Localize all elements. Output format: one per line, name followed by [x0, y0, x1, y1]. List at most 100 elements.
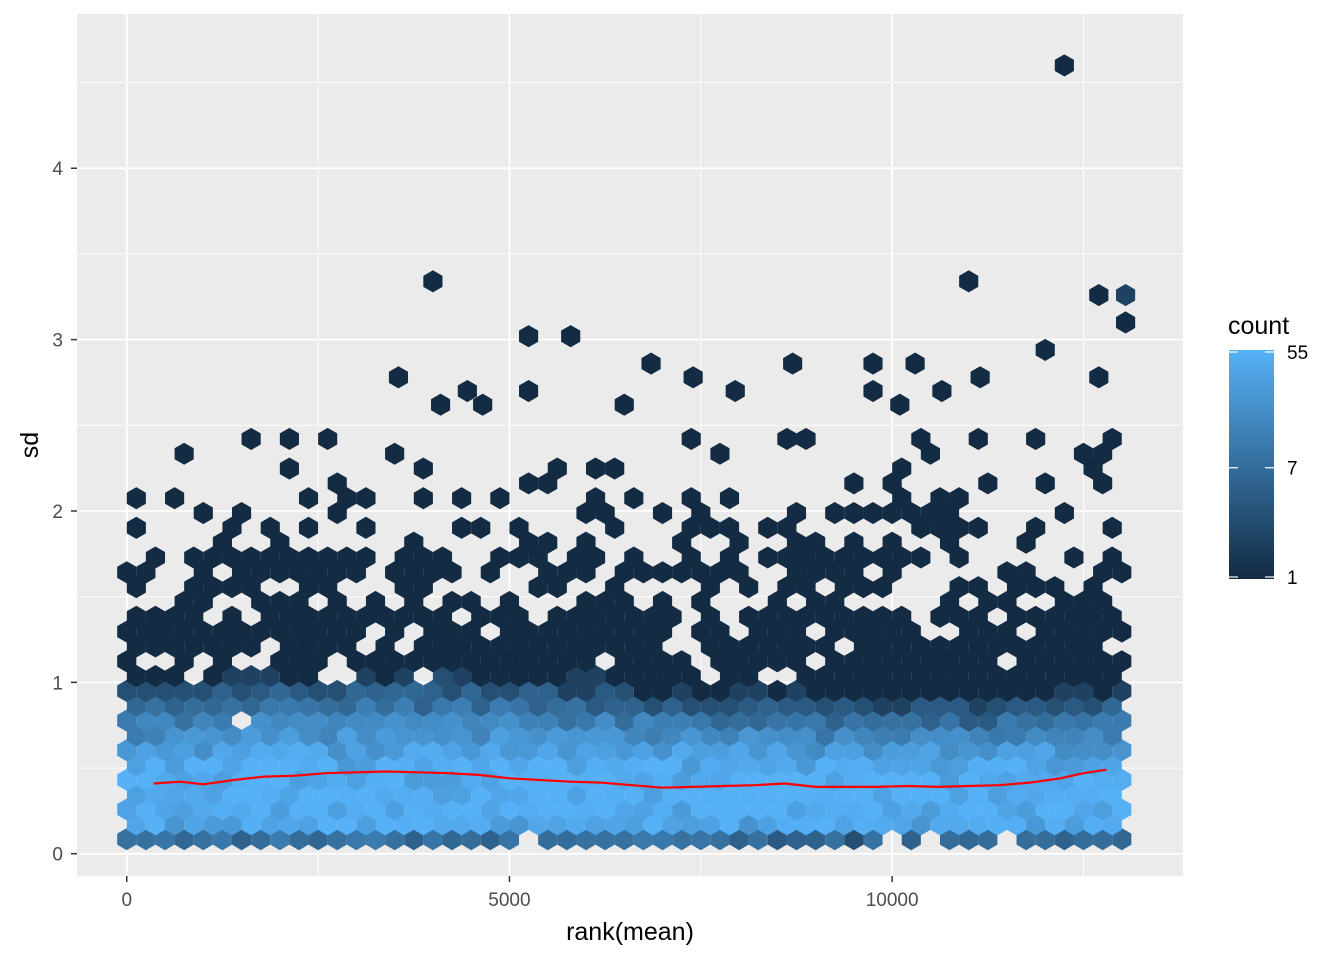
hex-bin	[566, 813, 586, 836]
hex-bin	[1112, 739, 1132, 762]
y-tick-label: 2	[52, 502, 63, 523]
hex-bin	[1054, 828, 1074, 851]
hex-bin	[930, 783, 950, 806]
hex-bin	[452, 665, 472, 688]
hex-bin	[882, 620, 902, 643]
hex-bin	[404, 531, 424, 554]
hex-bin-outlier	[890, 393, 910, 416]
hex-bin	[538, 828, 558, 851]
hex-bin	[413, 813, 433, 836]
hex-bin-outlier	[863, 379, 883, 403]
hex-bin	[844, 739, 864, 762]
hex-bin	[375, 813, 395, 836]
hex-bin	[691, 501, 711, 525]
hex-bin	[279, 427, 299, 450]
hex-bin	[308, 709, 328, 732]
hex-bin	[681, 753, 701, 777]
hex-bin	[1064, 694, 1084, 717]
hex-bin	[930, 516, 950, 539]
hex-bin	[394, 783, 414, 806]
hex-bin	[959, 709, 979, 732]
hex-bin	[165, 665, 185, 688]
hex-bin	[365, 709, 386, 732]
hex-bin	[576, 590, 596, 614]
hex-bin	[1016, 768, 1036, 791]
hex-bin	[480, 561, 500, 584]
hex-bin	[490, 724, 510, 747]
hex-bin	[346, 561, 366, 584]
hex-bin	[825, 501, 845, 525]
hex-bin	[882, 650, 902, 673]
hex-bin	[796, 694, 816, 717]
hex-bin	[997, 679, 1017, 702]
hex-bin-outlier	[905, 352, 925, 375]
hex-bin	[786, 501, 807, 525]
hex-bin	[251, 590, 271, 614]
hex-bin	[1102, 546, 1122, 569]
hex-bin	[251, 709, 271, 732]
hex-bin	[614, 828, 634, 851]
hex-bin	[1112, 620, 1132, 643]
hex-bin	[413, 546, 433, 569]
hex-bin	[413, 783, 433, 806]
hex-bin	[710, 650, 730, 673]
hex-bin	[796, 665, 816, 688]
hex-bin	[729, 798, 749, 821]
hex-bin	[566, 783, 586, 806]
hex-bin	[155, 679, 175, 702]
hex-bin	[346, 798, 366, 821]
hex-bin	[432, 605, 453, 628]
hex-bin	[432, 694, 453, 717]
hex-bin	[193, 739, 213, 762]
hex-bin-outlier	[457, 379, 477, 403]
hex-bin	[825, 768, 845, 791]
hex-bin	[853, 665, 874, 688]
hex-bin	[1026, 665, 1046, 688]
hex-bin	[1093, 739, 1113, 762]
hex-bin	[911, 783, 931, 806]
hex-bin	[1112, 679, 1132, 702]
hex-bin	[1054, 679, 1074, 702]
hex-bin	[585, 783, 606, 806]
hex-bin	[145, 813, 166, 836]
hex-bin	[499, 590, 520, 614]
hex-bin	[777, 724, 797, 747]
hex-bin	[595, 828, 615, 851]
hex-bin	[748, 679, 768, 702]
hex-bins	[117, 54, 1136, 851]
hex-bin	[1016, 650, 1036, 673]
hex-bin	[681, 487, 701, 510]
hex-bin	[155, 798, 175, 821]
hex-bin	[547, 783, 567, 806]
hex-bin	[614, 679, 634, 702]
hex-bin	[327, 709, 347, 732]
hex-bin	[557, 709, 577, 732]
hex-bin	[920, 709, 940, 732]
hex-bin	[911, 427, 931, 450]
hex-bin	[873, 753, 893, 777]
hex-bin	[939, 679, 960, 702]
hex-bin	[356, 665, 376, 688]
hex-bin	[997, 798, 1017, 821]
hex-bin	[538, 679, 558, 702]
hex-bin	[490, 605, 510, 628]
hex-bin	[633, 620, 653, 643]
hex-bin	[767, 620, 787, 643]
hex-bin	[385, 768, 405, 791]
hex-bin	[777, 516, 797, 539]
hex-bin	[585, 753, 606, 777]
hex-bin	[624, 665, 644, 688]
hex-bin	[614, 650, 634, 673]
hex-bin	[375, 694, 395, 717]
hex-bin	[892, 487, 912, 510]
hex-bin	[1073, 679, 1094, 702]
hex-bin	[959, 739, 979, 762]
hex-bin	[892, 665, 912, 688]
hex-bin	[834, 783, 854, 806]
hex-bin	[452, 813, 472, 836]
hex-bin	[614, 561, 634, 584]
hex-bin	[1045, 694, 1065, 717]
hex-bin	[509, 516, 529, 539]
hex-bin	[844, 650, 864, 673]
hex-bin	[1006, 753, 1027, 777]
